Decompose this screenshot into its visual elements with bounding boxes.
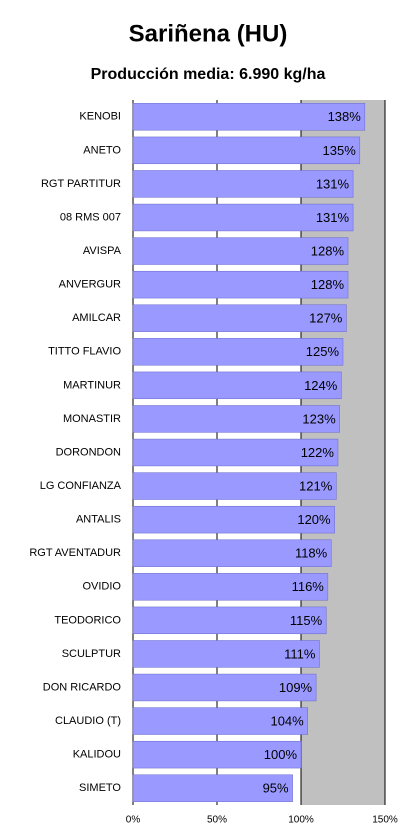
y-tick-label: 08 RMS 007	[60, 211, 121, 223]
y-tick-label: ANETO	[83, 144, 121, 156]
y-tick-label: TITTO FLAVIO	[48, 346, 121, 358]
y-tick-label: SCULPTUR	[62, 648, 121, 660]
value-label: 118%	[295, 546, 328, 561]
bar	[132, 673, 317, 702]
bar	[132, 136, 361, 165]
y-tick-label: DON RICARDO	[43, 681, 122, 693]
value-label: 127%	[309, 311, 343, 326]
x-tick-label: 50%	[207, 815, 227, 825]
value-label: 124%	[304, 378, 338, 393]
y-tick-label: AVISPA	[83, 245, 122, 257]
bar	[132, 103, 366, 131]
y-tick-label: ANTALIS	[76, 514, 121, 526]
value-label: 123%	[302, 411, 336, 426]
value-label: 100%	[264, 747, 298, 762]
bar	[132, 438, 339, 467]
value-label: 131%	[316, 176, 350, 191]
bar	[132, 371, 342, 400]
y-tick-label: ANVERGUR	[59, 279, 121, 291]
y-tick-label: KALIDOU	[73, 749, 121, 761]
value-label: 131%	[316, 210, 350, 225]
bar	[132, 270, 349, 299]
chart-title: Sariñena (HU)	[129, 20, 288, 47]
bar	[132, 573, 329, 601]
value-label: 128%	[311, 244, 345, 259]
x-tick-label: 0%	[126, 815, 141, 825]
y-tick-label: AMILCAR	[72, 312, 121, 324]
chart-subtitle: Producción media: 6.990 kg/ha	[91, 66, 326, 83]
value-label: 115%	[290, 613, 323, 628]
bar	[132, 740, 302, 769]
value-label: 95%	[263, 781, 289, 796]
value-label: 128%	[311, 277, 345, 292]
bar	[132, 774, 293, 802]
y-tick-label: LG CONFIANZA	[40, 480, 122, 492]
bar	[132, 640, 320, 668]
value-label: 104%	[270, 714, 304, 729]
y-tick-label: MONASTIR	[63, 413, 121, 425]
value-label: 109%	[279, 680, 313, 695]
bar	[132, 203, 354, 232]
value-label: 120%	[297, 512, 331, 527]
bar	[132, 170, 354, 198]
y-tick-label: MARTINUR	[63, 379, 121, 391]
bar	[132, 304, 347, 332]
y-tick-label: TEODORICO	[54, 614, 121, 626]
bar	[132, 707, 308, 735]
value-label: 138%	[328, 109, 362, 124]
value-label: 121%	[299, 479, 333, 494]
bar	[132, 539, 332, 567]
value-label: 122%	[301, 445, 335, 460]
y-tick-label: CLAUDIO (T)	[55, 715, 121, 727]
y-tick-label: OVIDIO	[82, 581, 121, 593]
x-tick-label: 100%	[288, 815, 314, 825]
bar	[132, 505, 335, 534]
y-tick-label: RGT PARTITUR	[41, 178, 121, 190]
x-tick-label: 150%	[372, 815, 398, 825]
bar	[132, 606, 327, 635]
bar	[132, 405, 340, 433]
value-label: 116%	[292, 579, 325, 594]
bar	[132, 338, 344, 366]
value-label: 135%	[323, 143, 357, 158]
bar	[132, 472, 337, 500]
y-tick-label: DORONDON	[56, 446, 121, 458]
y-tick-label: SIMETO	[79, 782, 121, 794]
value-label: 111%	[284, 646, 316, 661]
value-label: 125%	[306, 344, 340, 359]
y-tick-label: KENOBI	[79, 111, 121, 123]
bar	[132, 237, 349, 265]
y-tick-label: RGT AVENTADUR	[29, 547, 121, 559]
